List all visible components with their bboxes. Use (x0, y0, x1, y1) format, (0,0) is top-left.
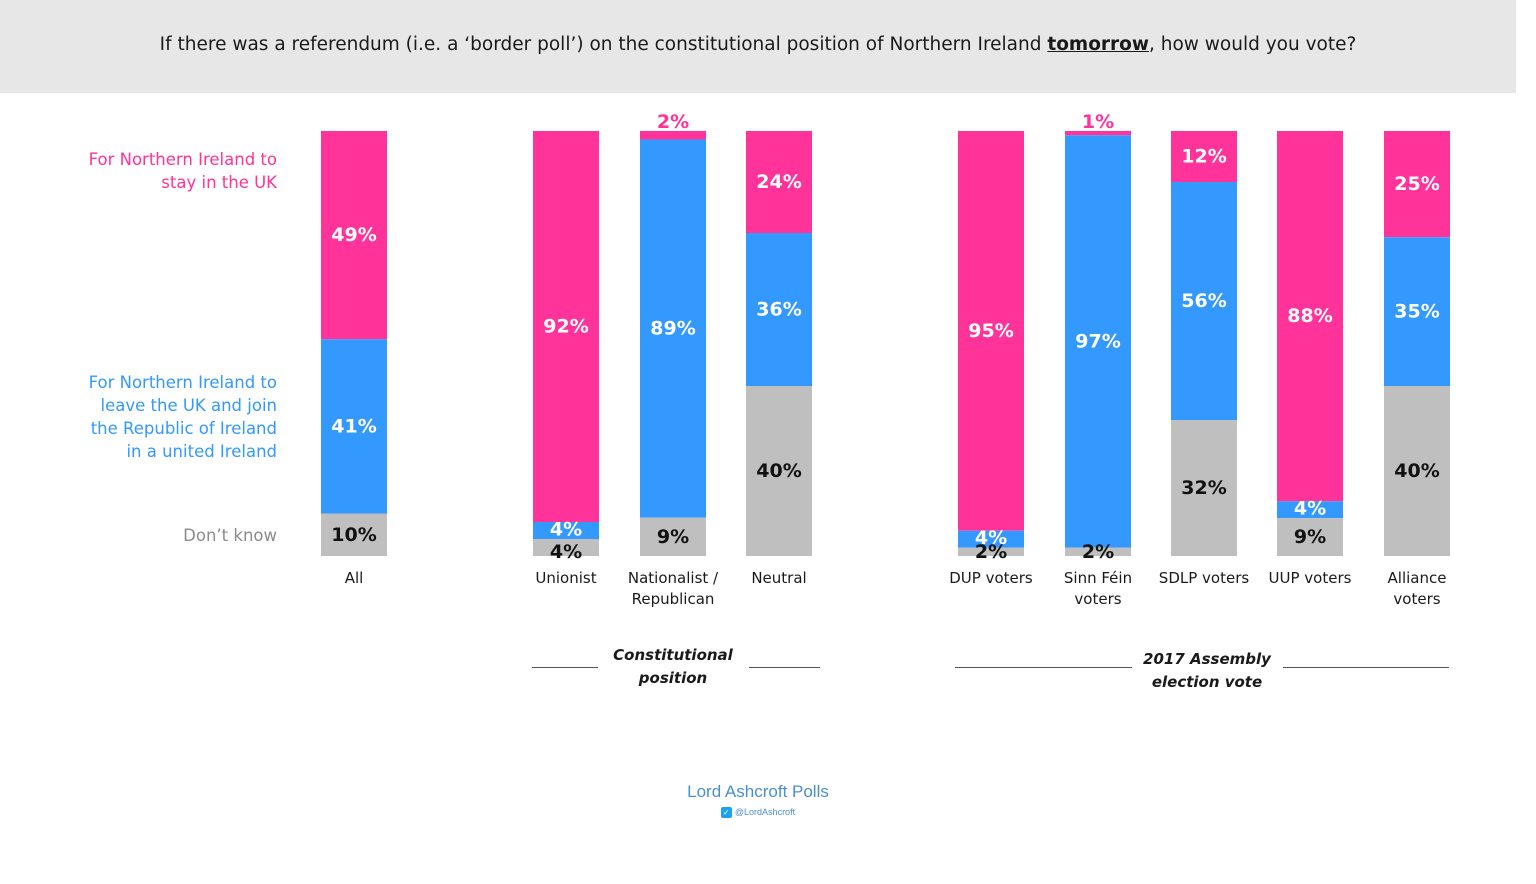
category-label-alliance-voters: Alliance (1388, 569, 1447, 587)
bar-segment-stay-alliance-voters (1384, 131, 1450, 238)
category-label-uup-voters: UUP voters (1269, 569, 1352, 587)
category-label-sinn-f-in-voters: Sinn Féin (1064, 569, 1132, 587)
data-label-stay-unionist: 92% (543, 316, 588, 338)
data-label-dont_know-unionist: 4% (550, 541, 582, 563)
data-label-leave-uup-voters: 4% (1294, 498, 1326, 520)
legend-stay-line: For Northern Ireland to (88, 150, 277, 169)
group-label-line: election vote (1151, 673, 1263, 691)
bar-segment-leave-uup-voters (1277, 501, 1343, 519)
legend-dont-know: Don’t know (183, 524, 277, 547)
bar-segment-stay-sinn-f-in-voters (1065, 131, 1131, 136)
bar-segment-leave-sdlp-voters (1171, 182, 1237, 420)
bar-segment-stay-dup-voters (958, 131, 1024, 531)
legend-leave: For Northern Ireland to leave the UK and… (89, 371, 277, 463)
legend-stay-line: stay in the UK (161, 173, 277, 192)
group-label-line: position (638, 669, 708, 687)
bar-segment-dont_know-alliance-voters (1384, 386, 1450, 556)
data-label-leave-dup-voters: 4% (975, 527, 1007, 549)
bar-segment-dont_know-sinn-f-in-voters (1065, 547, 1131, 556)
data-label-dont_know-all: 10% (331, 524, 376, 546)
group-label-constitutional: Constitutional position (603, 644, 743, 690)
data-label-leave-unionist: 4% (550, 519, 582, 541)
data-label-leave-alliance-voters: 35% (1394, 301, 1439, 323)
data-label-leave-nationalist-republican: 89% (650, 318, 695, 340)
bar-segment-stay-neutral (746, 131, 812, 233)
data-label-dont_know-uup-voters: 9% (1294, 526, 1326, 548)
title-suffix: , how would you vote? (1148, 34, 1357, 55)
data-label-dont_know-nationalist-republican: 9% (657, 526, 689, 548)
bar-segment-stay-uup-voters (1277, 131, 1343, 502)
bar-segment-dont_know-nationalist-republican (640, 517, 706, 556)
category-label-all: All (345, 569, 364, 587)
data-label-leave-sdlp-voters: 56% (1181, 290, 1226, 312)
group-label-election: 2017 Assembly election vote (1132, 648, 1282, 694)
title-emphasis: tomorrow (1047, 34, 1149, 55)
group-label-line: Constitutional (613, 646, 733, 664)
data-label-leave-neutral: 36% (756, 299, 801, 321)
footer-brand: Lord Ashcroft Polls (687, 782, 829, 801)
data-label-stay-alliance-voters: 25% (1394, 173, 1439, 195)
group-divider-left (532, 667, 598, 668)
data-label-stay-dup-voters: 95% (968, 320, 1013, 342)
legend-leave-line: the Republic of Ireland (90, 419, 277, 438)
category-label-alliance-voters: voters (1393, 590, 1440, 608)
bar-segment-dont_know-sdlp-voters (1171, 420, 1237, 556)
data-label-leave-all: 41% (331, 415, 376, 437)
bar-segment-leave-neutral (746, 233, 812, 386)
legend-dont-know-label: Don’t know (183, 526, 277, 545)
bar-segment-dont_know-neutral (746, 386, 812, 556)
category-label-sdlp-voters: SDLP voters (1159, 569, 1250, 587)
data-label-dont_know-sinn-f-in-voters: 2% (1082, 541, 1114, 563)
legend-leave-line: For Northern Ireland to (88, 373, 277, 392)
legend-leave-line: leave the UK and join (100, 396, 277, 415)
bar-segment-leave-dup-voters (958, 530, 1024, 548)
data-label-stay-nationalist-republican: 2% (657, 111, 689, 133)
data-label-dont_know-dup-voters: 2% (975, 541, 1007, 563)
data-label-stay-sinn-f-in-voters: 1% (1082, 111, 1114, 133)
data-label-stay-neutral: 24% (756, 171, 801, 193)
footer-handle[interactable]: @LordAshcroft (734, 807, 796, 817)
footer-handle-row: ✓ @LordAshcroft (0, 807, 1516, 819)
bar-segment-stay-nationalist-republican (640, 131, 706, 140)
category-label-unionist: Unionist (535, 569, 596, 587)
bar-segment-stay-unionist (533, 131, 599, 522)
twitter-icon[interactable]: ✓ (720, 807, 732, 819)
bar-segment-dont_know-all (321, 513, 387, 556)
title-prefix: If there was a referendum (i.e. a ‘borde… (159, 34, 1048, 55)
legend-leave-line: in a united Ireland (126, 442, 277, 461)
bar-segment-stay-sdlp-voters (1171, 131, 1237, 182)
category-label-dup-voters: DUP voters (949, 569, 1033, 587)
bar-segment-leave-unionist (533, 522, 599, 539)
bar-segment-leave-alliance-voters (1384, 237, 1450, 386)
category-label-nationalist-republican: Nationalist / (628, 569, 719, 587)
legend-stay: For Northern Ireland to stay in the UK (89, 148, 277, 194)
group-divider-right (749, 667, 820, 668)
data-label-stay-sdlp-voters: 12% (1181, 146, 1226, 168)
bar-segment-dont_know-unionist (533, 539, 599, 556)
chart-title: If there was a referendum (i.e. a ‘borde… (0, 34, 1516, 55)
bar-segment-leave-all (321, 339, 387, 514)
group-divider-right (1283, 667, 1449, 668)
data-label-stay-all: 49% (331, 224, 376, 246)
bar-segment-dont_know-uup-voters (1277, 518, 1343, 556)
category-label-neutral: Neutral (751, 569, 806, 587)
data-label-dont_know-neutral: 40% (756, 460, 801, 482)
title-banner (0, 0, 1516, 93)
data-label-dont_know-alliance-voters: 40% (1394, 460, 1439, 482)
group-label-line: 2017 Assembly (1143, 650, 1271, 668)
data-label-stay-uup-voters: 88% (1287, 305, 1332, 327)
category-label-sinn-f-in-voters: voters (1074, 590, 1121, 608)
bar-segment-stay-all (321, 131, 387, 340)
data-label-leave-sinn-f-in-voters: 97% (1075, 330, 1120, 352)
group-divider-left (955, 667, 1132, 668)
category-label-nationalist-republican: Republican (632, 590, 715, 608)
data-label-dont_know-sdlp-voters: 32% (1181, 477, 1226, 499)
bar-segment-leave-sinn-f-in-voters (1065, 135, 1131, 548)
bar-segment-dont_know-dup-voters (958, 547, 1024, 556)
bar-segment-leave-nationalist-republican (640, 139, 706, 518)
